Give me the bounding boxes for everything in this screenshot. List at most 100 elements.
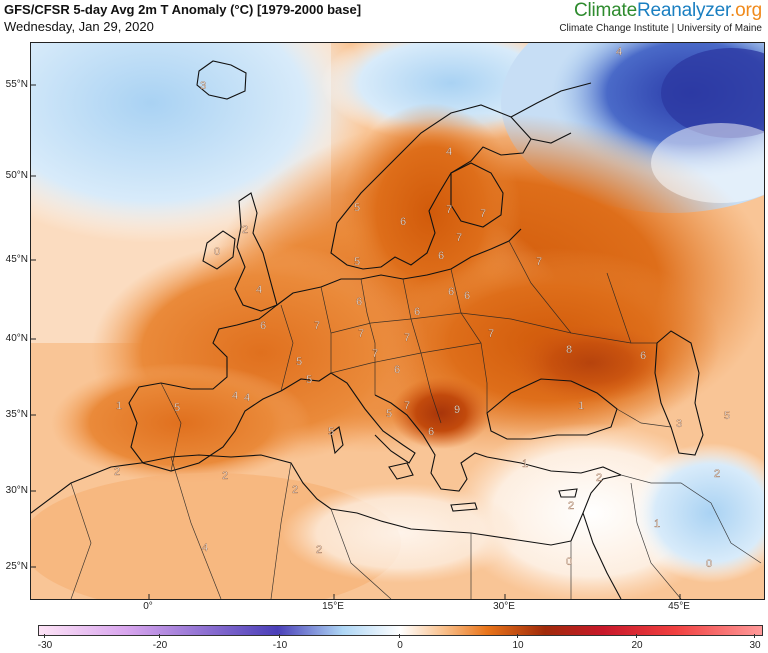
balkans-coast: [374, 394, 488, 492]
map-title: GFS/CFSR 5-day Avg 2m T Anomaly (°C) [19…: [4, 2, 362, 17]
crete-cyprus: [450, 488, 578, 512]
border: [620, 474, 762, 564]
contour-label: 6: [400, 216, 406, 228]
colorbar-tick-mark: [279, 634, 280, 638]
border: [170, 456, 222, 599]
border: [330, 508, 392, 599]
contour-label: 0: [566, 556, 572, 568]
colorbar-tick-mark: [754, 634, 755, 638]
lat-label: 40°N: [5, 333, 28, 344]
contour-label: 0: [706, 558, 712, 570]
contour-label: 5: [386, 408, 392, 420]
contour-label: 5: [306, 374, 312, 386]
contour-label: 5: [354, 256, 360, 268]
contour-label: 2: [292, 484, 298, 496]
contour-label: 2: [114, 466, 120, 478]
border: [330, 342, 482, 374]
contour-label: 1: [116, 400, 122, 412]
map-date: Wednesday, Jan 29, 2020: [4, 19, 154, 34]
contour-label: 6: [356, 296, 362, 308]
contour-label: 1: [578, 400, 584, 412]
contour-label: 7: [404, 400, 410, 412]
colorbar: [38, 625, 763, 636]
contour-label: 7: [488, 328, 494, 340]
border: [70, 482, 92, 599]
colorbar-tick-mark: [636, 634, 637, 638]
colorbar-tick-label: -20: [152, 640, 168, 651]
contour-label: 0: [214, 246, 220, 258]
contour-label: 3: [676, 418, 682, 430]
colorbar-fill: [39, 626, 762, 635]
contour-label: 2: [714, 468, 720, 480]
warm-core-romania: [391, 377, 491, 449]
finland-outline: [450, 162, 504, 228]
border: [160, 382, 182, 472]
contour-label: 2: [596, 472, 602, 484]
contour-label: 8: [566, 344, 572, 356]
turkey-coast: [486, 456, 622, 476]
islands: [330, 426, 414, 480]
brand-part-2: Reanalyzer: [636, 0, 731, 21]
contour-label: 9: [454, 404, 460, 416]
britain-outline: [234, 192, 278, 312]
lat-label: 55°N: [5, 79, 28, 90]
contour-label: 4: [616, 46, 622, 58]
contour-label: 1: [654, 518, 660, 530]
colorbar-tick-label: -10: [272, 640, 288, 651]
contour-label: 7: [480, 208, 486, 220]
lat-label: 30°N: [5, 485, 28, 496]
brand-part-3: .org: [730, 0, 762, 21]
contour-label: 5: [174, 402, 180, 414]
cool-iran: [631, 443, 764, 583]
north-africa-coast: [31, 454, 572, 546]
pale-mediterranean: [281, 483, 521, 583]
contour-label: 4: [256, 284, 262, 296]
lon-label: 0°: [143, 601, 153, 612]
contour-label: 5: [296, 356, 302, 368]
colorbar-tick-label: 10: [512, 640, 524, 651]
border: [606, 272, 657, 344]
black-sea: [486, 378, 618, 440]
scandinavia-outline: [330, 104, 532, 270]
contour-label: 6: [438, 250, 444, 262]
contour-label: 2: [316, 544, 322, 556]
pale-volga: [651, 123, 764, 203]
italy-outline: [280, 372, 416, 464]
border: [508, 240, 572, 334]
contour-label: 6: [428, 426, 434, 438]
contour-label: 7: [404, 332, 410, 344]
lon-label: 15°E: [322, 601, 344, 612]
border: [280, 304, 294, 392]
contour-label: 7: [314, 320, 320, 332]
brand-logo[interactable]: ClimateReanalyzer.org: [574, 0, 762, 22]
contour-label: 6: [394, 364, 400, 376]
lat-label: 25°N: [5, 561, 28, 572]
axis-ticks: [31, 84, 681, 599]
brand-part-1: Climate: [573, 0, 637, 21]
caspian-sea: [654, 330, 704, 456]
contour-label: 2: [568, 500, 574, 512]
contour-label: 7: [456, 232, 462, 244]
border: [630, 482, 682, 599]
colorbar-tick-label: -30: [37, 640, 53, 651]
contour-label: 6: [448, 286, 454, 298]
colorbar-tick-mark: [159, 634, 160, 638]
iceland-outline: [196, 60, 247, 100]
contour-label: 1: [522, 458, 528, 470]
west-coast: [128, 304, 282, 472]
russia-cold-deep: [661, 48, 764, 138]
contour-label: 5: [724, 410, 730, 422]
country-borders: [70, 240, 762, 599]
contour-label: 4: [232, 390, 238, 402]
contour-label: 2: [222, 470, 228, 482]
contour-label: 7: [446, 204, 452, 216]
contour-label: 2: [242, 224, 248, 236]
contour-label: 4: [446, 146, 452, 158]
contour-label: 6: [640, 350, 646, 362]
contour-label: 7: [536, 256, 542, 268]
colorbar-tick-mark: [399, 634, 400, 638]
lon-label: 45°E: [668, 601, 690, 612]
contour-label: 5: [328, 426, 334, 438]
